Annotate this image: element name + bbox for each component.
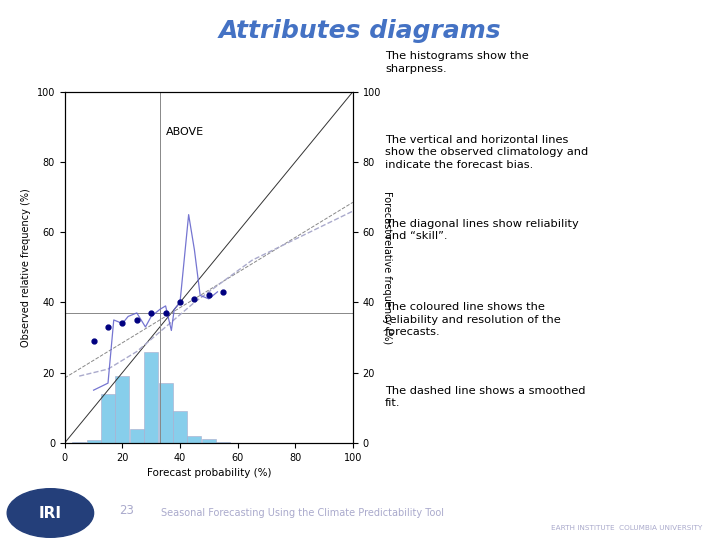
Text: 23: 23: [119, 504, 134, 517]
Text: for Climate and Society: for Climate and Society: [567, 511, 686, 520]
X-axis label: Forecast probability (%): Forecast probability (%): [147, 468, 271, 478]
Bar: [130, 429, 144, 443]
Text: The coloured line shows the
reliability and resolution of the
forecasts.: The coloured line shows the reliability …: [385, 302, 561, 337]
Bar: [144, 352, 158, 443]
Bar: [101, 394, 115, 443]
Text: International Research Institute: International Research Institute: [544, 499, 708, 508]
Text: EARTH INSTITUTE  COLUMBIA UNIVERSITY: EARTH INSTITUTE COLUMBIA UNIVERSITY: [551, 525, 702, 531]
Bar: [72, 442, 86, 443]
Bar: [202, 439, 216, 443]
Text: The diagonal lines show reliability
and “skill”.: The diagonal lines show reliability and …: [385, 219, 579, 241]
Text: The dashed line shows a smoothed
fit.: The dashed line shows a smoothed fit.: [385, 386, 585, 408]
Text: IRI: IRI: [39, 505, 62, 521]
Bar: [158, 383, 173, 443]
Y-axis label: Observed relative frequency (%): Observed relative frequency (%): [21, 188, 31, 347]
Text: Seasonal Forecasting Using the Climate Predictability Tool: Seasonal Forecasting Using the Climate P…: [161, 508, 444, 518]
Bar: [173, 411, 187, 443]
Text: ABOVE: ABOVE: [166, 127, 204, 137]
Bar: [86, 440, 101, 443]
Text: The vertical and horizontal lines
show the observed climatology and
indicate the: The vertical and horizontal lines show t…: [385, 135, 588, 170]
Ellipse shape: [7, 489, 94, 537]
Bar: [115, 376, 130, 443]
Text: Attributes diagrams: Attributes diagrams: [219, 19, 501, 43]
Bar: [216, 442, 230, 443]
Bar: [187, 436, 202, 443]
Text: The histograms show the
sharpness.: The histograms show the sharpness.: [385, 51, 529, 73]
Y-axis label: Forecast relative frequency (%): Forecast relative frequency (%): [382, 191, 392, 344]
